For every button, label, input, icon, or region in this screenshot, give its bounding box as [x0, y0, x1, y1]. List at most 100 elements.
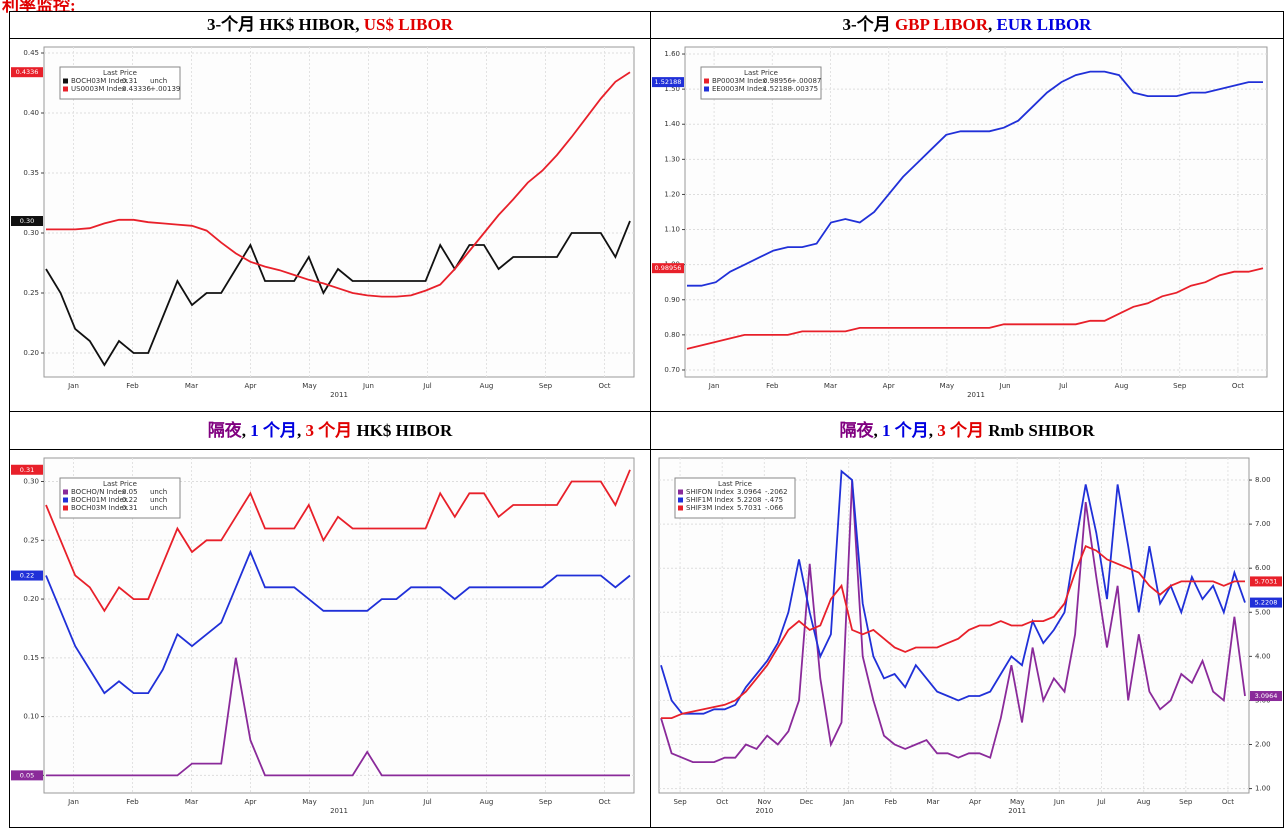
legend-box	[700, 66, 822, 100]
legend-swatch	[63, 78, 68, 84]
x-tick-label: Aug	[1137, 798, 1151, 806]
x-tick-label: Jun	[1053, 798, 1065, 806]
x-tick-label: May	[1010, 798, 1024, 806]
legend-last: 0.05	[122, 488, 138, 496]
x-tick-label: Apr	[244, 798, 256, 806]
legend-swatch	[704, 78, 709, 84]
series-line	[45, 469, 631, 613]
x-tick-label: Sep	[539, 798, 553, 806]
legend-swatch	[63, 489, 68, 495]
x-tick-label: May	[302, 382, 316, 390]
y-tick-label: 1.60	[664, 50, 680, 58]
x-tick-label: Mar	[185, 382, 198, 390]
x-tick-label: Sep	[1179, 798, 1193, 806]
panel-title-part: ,	[241, 421, 251, 440]
panel-title-part: 3 个月	[305, 421, 353, 440]
last-price-tag-label: 0.31	[20, 466, 34, 474]
x-tick-label: Dec	[800, 798, 814, 806]
x-tick-label: Jul	[1096, 798, 1106, 806]
panel-header: 3-个月 HK$ HIBOR, US$ LIBOR	[9, 11, 651, 39]
x-axis-label: 2010	[755, 807, 773, 815]
x-tick-label: Mar	[926, 798, 939, 806]
series-line	[661, 545, 1245, 719]
series-line	[660, 469, 1246, 715]
panel-header: 3-个月 GBP LIBOR, EUR LIBOR	[650, 11, 1284, 39]
x-tick-label: Apr	[883, 382, 895, 390]
x-tick-label: Aug	[1115, 382, 1129, 390]
legend-last: 0.22	[122, 496, 138, 504]
last-price-tag	[1250, 576, 1282, 587]
panel: 1.002.003.004.005.006.007.008.00SepOctNo…	[650, 449, 1284, 828]
legend-swatch	[63, 86, 68, 92]
legend-change: -.2062	[765, 488, 788, 496]
panel-title-part: 3 个月	[937, 421, 984, 440]
x-tick-label: Mar	[824, 382, 837, 390]
legend-box	[59, 477, 181, 519]
legend-name: BOCH03M Index	[71, 504, 128, 512]
panel-title-part: ,	[988, 15, 997, 34]
x-tick-label: Oct	[598, 798, 610, 806]
x-tick-label: Aug	[480, 382, 494, 390]
y-tick-label: 8.00	[1255, 476, 1271, 484]
legend-swatch	[678, 497, 683, 503]
x-tick-label: Oct	[716, 798, 728, 806]
x-tick-label: Jan	[67, 798, 79, 806]
x-tick-label: Jan	[708, 382, 720, 390]
panel-title-part: US$ LIBOR	[363, 15, 454, 34]
series-line	[45, 220, 631, 367]
last-price-tag-label: 5.7031	[1255, 577, 1278, 585]
last-price-tag-label: 0.98956	[655, 264, 682, 272]
x-tick-label: Oct	[598, 382, 610, 390]
last-price-tag	[11, 216, 43, 226]
last-price-tag	[11, 570, 43, 581]
legend-name: BOCHO/N Index	[71, 488, 126, 496]
x-axis-label: 2011	[967, 391, 985, 399]
y-tick-label: 7.00	[1255, 520, 1271, 528]
legend-last: 1.52188	[763, 85, 792, 93]
y-tick-label: 0.20	[23, 349, 39, 357]
legend-title: Last Price	[744, 69, 778, 77]
legend-name: EE0003M Index	[712, 85, 766, 93]
x-tick-label: Jun	[999, 382, 1011, 390]
x-axis-label: 2011	[1008, 807, 1026, 815]
legend-name: SHIFON Index	[686, 488, 734, 496]
y-tick-label: 0.10	[23, 713, 39, 721]
y-tick-label: 0.25	[23, 289, 39, 297]
legend-name: SHIF3M Index	[686, 504, 734, 512]
legend-change: -.00375	[791, 85, 818, 93]
panel-title-part: GBP LIBOR	[894, 15, 989, 34]
chart: 0.05 0.10 0.15 0.20 0.25 0.30 Jan Feb Mar Apr May J…	[11, 457, 635, 815]
last-price-tag	[652, 263, 684, 274]
y-tick-label: 2.00	[1255, 741, 1271, 749]
x-axis-label: 2011	[330, 807, 348, 815]
panel: 0.05 0.10 0.15 0.20 0.25 0.30 Jan Feb Mar Apr May J…	[9, 449, 651, 828]
y-tick-label: 6.00	[1255, 564, 1271, 572]
chart: 0.20 0.25 0.30 0.35 0.40 0.45 Jan Feb Mar Apr May J…	[11, 46, 635, 399]
x-tick-label: Oct	[1222, 798, 1234, 806]
x-tick-label: Sep	[673, 798, 687, 806]
plot-area	[43, 46, 635, 378]
y-tick-label: 1.30	[664, 155, 680, 163]
x-tick-label: May	[302, 798, 316, 806]
last-price-tag-label: 0.05	[20, 771, 34, 779]
x-tick-label: Jan	[67, 382, 79, 390]
legend-swatch	[678, 505, 683, 511]
legend-change: unch	[150, 77, 167, 85]
x-tick-label: Feb	[885, 798, 898, 806]
x-tick-label: Jun	[362, 382, 374, 390]
x-tick-label: Oct	[1232, 382, 1244, 390]
x-tick-label: Apr	[244, 382, 256, 390]
legend-change: unch	[150, 488, 167, 496]
legend-last: 0.31	[122, 504, 138, 512]
y-tick-label: 0.15	[23, 654, 39, 662]
y-tick-label: 0.80	[664, 331, 680, 339]
legend-title: Last Price	[718, 480, 752, 488]
panel-title-part: EUR LIBOR	[996, 15, 1092, 34]
y-tick-label: 1.10	[664, 226, 680, 234]
x-tick-label: Aug	[480, 798, 494, 806]
x-tick-label: Feb	[126, 798, 139, 806]
x-tick-label: Nov	[758, 798, 772, 806]
legend-title: Last Price	[103, 480, 137, 488]
last-price-tag-label: 0.22	[20, 572, 34, 580]
series-line	[660, 479, 1246, 763]
